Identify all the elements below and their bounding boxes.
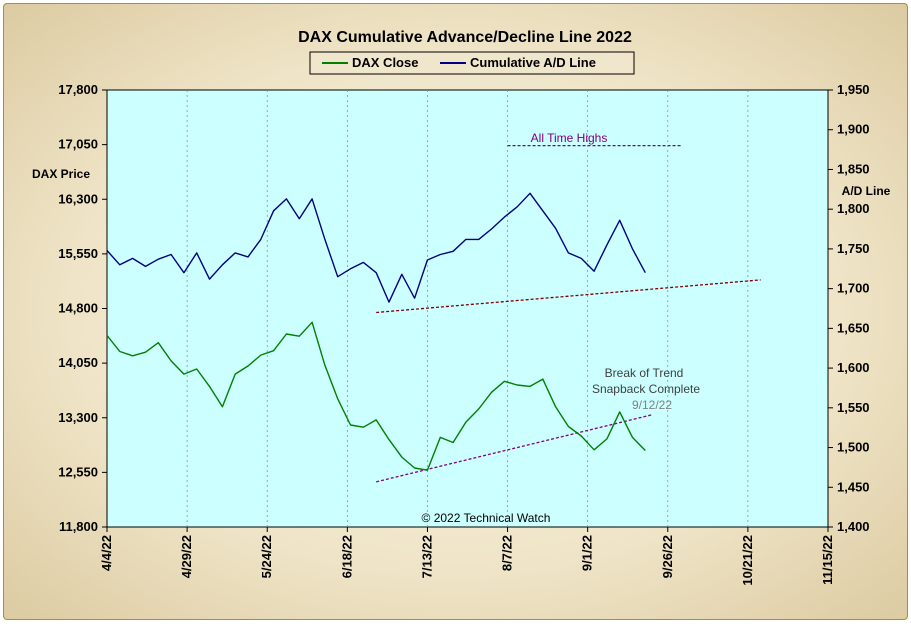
right-tick-label: 1,500: [837, 440, 870, 455]
right-tick-label: 1,950: [837, 82, 870, 97]
annotation-date: 9/12/22: [632, 398, 672, 412]
x-tick-label: 4/29/22: [179, 535, 194, 578]
left-axis: 17,800 17,050 16,300 15,550 14,800 14,050 13,3…: [58, 82, 107, 534]
left-tick-label: 17,800: [58, 82, 98, 97]
right-axis-title: A/D Line: [842, 184, 891, 198]
annotation-break-of-trend: Break of Trend: [605, 366, 684, 380]
right-tick-label: 1,600: [837, 360, 870, 375]
trendlines: [376, 144, 761, 483]
left-tick-label: 16,300: [58, 191, 98, 206]
right-tick-label: 1,650: [837, 320, 870, 335]
right-axis: 1,950 1,900 1,850 1,800 1,750 1,700 1,650 1,600…: [828, 82, 870, 534]
legend-label-ad: Cumulative A/D Line: [470, 55, 596, 70]
left-tick-label: 15,550: [58, 246, 98, 261]
plot-area: [106, 89, 829, 528]
legend: DAX Close Cumulative A/D Line: [309, 51, 635, 75]
x-tick-label: 7/13/22: [419, 535, 434, 578]
right-tick-label: 1,800: [837, 201, 870, 216]
right-tick-label: 1,450: [837, 479, 870, 494]
chart-svg: DAX Cumulative Advance/Decline Line 2022…: [32, 29, 891, 586]
right-tick-label: 1,550: [837, 400, 870, 415]
series-line-ad: [106, 192, 646, 303]
copyright-note: © 2022 Technical Watch: [422, 511, 551, 525]
series-group: [106, 192, 646, 471]
right-tick-label: 1,700: [837, 281, 870, 296]
x-tick-label: 5/24/22: [259, 535, 274, 578]
x-axis: 4/4/22 4/29/22 5/24/22 6/18/22 7/13/22 8/7/22…: [99, 527, 835, 586]
left-tick-label: 17,050: [58, 137, 98, 152]
right-tick-label: 1,850: [837, 161, 870, 176]
legend-box: [309, 51, 635, 75]
chart-frame: DAX Cumulative Advance/Decline Line 2022…: [3, 3, 908, 620]
x-tick-label: 4/4/22: [99, 535, 114, 571]
x-tick-label: 9/26/22: [660, 535, 675, 578]
right-tick-label: 1,400: [837, 519, 870, 534]
left-tick-label: 12,550: [58, 464, 98, 479]
right-tick-label: 1,750: [837, 241, 870, 256]
left-tick-label: 14,800: [58, 301, 98, 316]
left-tick-label: 13,300: [58, 410, 98, 425]
x-tick-label: 9/1/22: [580, 535, 595, 571]
x-tick-label: 11/15/22: [820, 535, 835, 585]
annotation-all-time-highs: All Time Highs: [531, 131, 608, 145]
chart-title: DAX Cumulative Advance/Decline Line 2022: [298, 29, 632, 46]
x-tick-label: 6/18/22: [339, 535, 354, 578]
annotation-snapback-complete: Snapback Complete: [592, 382, 700, 396]
left-axis-title: DAX Price: [32, 167, 90, 181]
trendline-ad-support: [376, 279, 761, 314]
series-line-dax: [106, 321, 646, 471]
left-tick-label: 14,050: [58, 355, 98, 370]
trendline-dax: [376, 414, 652, 483]
legend-label-dax: DAX Close: [352, 55, 418, 70]
x-tick-label: 8/7/22: [500, 535, 515, 571]
right-tick-label: 1,900: [837, 122, 870, 137]
left-tick-label: 11,800: [59, 519, 98, 534]
x-tick-label: 10/21/22: [740, 535, 755, 586]
